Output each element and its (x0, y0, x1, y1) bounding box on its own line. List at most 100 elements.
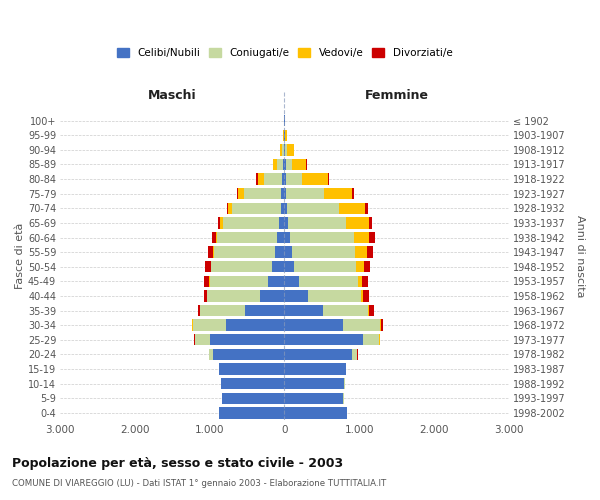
Bar (214, 348, 284, 360)
Bar (356, 261, 364, 272)
Bar (284, 232, 290, 243)
Bar (299, 276, 358, 287)
Bar (257, 174, 263, 185)
Bar (284, 202, 287, 214)
Legend: Celibi/Nubili, Coniugati/e, Vedovi/e, Divorziati/e: Celibi/Nubili, Coniugati/e, Vedovi/e, Di… (112, 44, 457, 62)
Bar (279, 217, 284, 228)
Bar (287, 144, 294, 156)
Bar (354, 232, 369, 243)
Bar (191, 320, 193, 331)
Bar (292, 158, 307, 170)
Bar (284, 348, 352, 360)
Bar (277, 158, 283, 170)
Bar (238, 188, 244, 200)
Bar (220, 217, 223, 228)
Bar (380, 320, 381, 331)
Bar (284, 290, 308, 302)
Bar (268, 276, 284, 287)
Bar (346, 217, 369, 228)
Bar (381, 320, 383, 331)
Bar (200, 305, 245, 316)
Bar (232, 202, 281, 214)
Bar (352, 348, 357, 360)
Bar (221, 378, 284, 390)
Bar (369, 232, 375, 243)
Bar (308, 290, 361, 302)
Bar (323, 188, 352, 200)
Bar (363, 290, 369, 302)
Bar (281, 202, 284, 214)
Bar (273, 158, 277, 170)
Bar (220, 407, 284, 418)
Bar (210, 276, 268, 287)
Bar (208, 246, 214, 258)
Bar (214, 246, 275, 258)
Bar (209, 348, 214, 360)
Bar (287, 202, 340, 214)
Bar (284, 407, 347, 418)
Bar (286, 188, 323, 200)
Bar (256, 174, 257, 185)
Bar (245, 305, 284, 316)
Bar (193, 320, 226, 331)
Bar (223, 217, 279, 228)
Bar (275, 246, 284, 258)
Bar (263, 174, 282, 185)
Bar (217, 232, 277, 243)
Bar (284, 364, 346, 374)
Bar (284, 334, 363, 345)
Bar (282, 174, 284, 185)
Bar (361, 290, 363, 302)
Bar (244, 188, 281, 200)
Bar (237, 188, 238, 200)
Bar (284, 217, 288, 228)
Bar (195, 334, 210, 345)
Bar (283, 158, 284, 170)
Y-axis label: Fasce di età: Fasce di età (15, 222, 25, 289)
Bar (227, 202, 229, 214)
Bar (277, 232, 284, 243)
Bar (220, 364, 284, 374)
Text: Popolazione per età, sesso e stato civile - 2003: Popolazione per età, sesso e stato civil… (12, 458, 343, 470)
Bar (367, 246, 373, 258)
Bar (205, 261, 211, 272)
Bar (284, 246, 292, 258)
Bar (363, 334, 379, 345)
Bar (212, 232, 216, 243)
Bar (302, 174, 328, 185)
Bar (285, 144, 287, 156)
Bar (284, 188, 286, 200)
Text: Femmine: Femmine (364, 90, 428, 102)
Bar (284, 305, 323, 316)
Bar (229, 202, 232, 214)
Bar (369, 217, 372, 228)
Bar (210, 334, 284, 345)
Bar (260, 290, 284, 302)
Bar (284, 158, 286, 170)
Bar (340, 202, 365, 214)
Bar (285, 130, 287, 141)
Bar (218, 217, 220, 228)
Bar (284, 144, 285, 156)
Bar (208, 290, 260, 302)
Bar (358, 276, 362, 287)
Bar (284, 378, 344, 390)
Bar (368, 305, 369, 316)
Bar (355, 246, 367, 258)
Bar (199, 305, 200, 316)
Bar (216, 232, 217, 243)
Bar (369, 305, 374, 316)
Bar (290, 232, 354, 243)
Bar (294, 261, 356, 272)
Bar (286, 158, 292, 170)
Bar (284, 174, 286, 185)
Bar (282, 144, 284, 156)
Bar (343, 320, 380, 331)
Bar (218, 364, 220, 374)
Bar (288, 217, 346, 228)
Bar (211, 261, 272, 272)
Bar (280, 144, 282, 156)
Bar (328, 174, 329, 185)
Bar (272, 261, 284, 272)
Bar (364, 261, 370, 272)
